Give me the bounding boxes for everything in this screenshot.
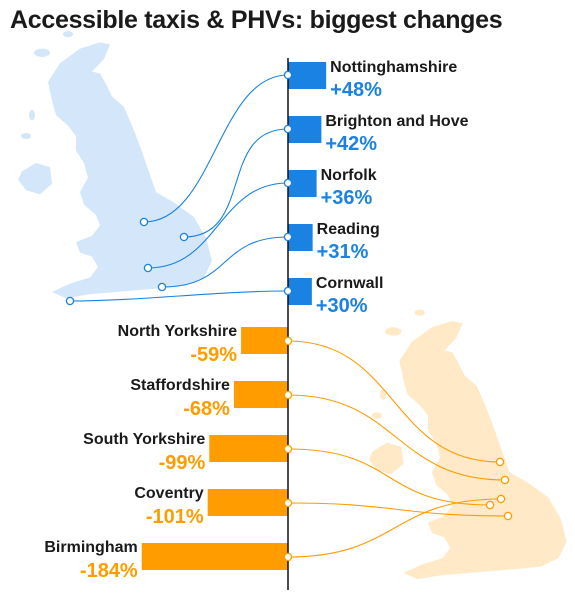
map-location-dot <box>495 457 505 467</box>
connector-dot <box>283 124 293 134</box>
chart-title: Accessible taxis & PHVs: biggest changes <box>10 6 503 34</box>
value-label: +31% <box>317 241 369 263</box>
bar-increase <box>288 278 312 305</box>
connector-dot <box>283 498 293 508</box>
bar-decrease <box>209 435 288 462</box>
connector-line <box>183 128 289 238</box>
category-label: Staffordshire <box>130 377 230 394</box>
island-shape <box>21 132 31 140</box>
map-location-dot <box>157 282 167 292</box>
map-location-dot <box>139 217 149 227</box>
connector-line <box>161 236 289 288</box>
map-location-dot <box>65 296 75 306</box>
connector-line <box>69 290 289 302</box>
great-britain-shape <box>48 42 212 299</box>
connector-line <box>147 182 289 269</box>
bar-decrease <box>233 381 288 408</box>
great-britain-shape <box>399 321 567 580</box>
connector-line <box>287 502 509 517</box>
category-label: South Yorkshire <box>83 431 205 448</box>
connector-line <box>287 394 506 481</box>
connector-dot <box>283 390 293 400</box>
category-label: Coventry <box>134 485 203 502</box>
maps-layer <box>18 30 567 580</box>
value-label: -101% <box>146 506 204 528</box>
northern-ireland-shape <box>18 163 52 195</box>
map-location-dot <box>179 232 189 242</box>
map-location-dot <box>503 511 513 521</box>
map-location-dot <box>496 494 506 504</box>
connector-dot <box>283 336 293 346</box>
connector-line <box>287 498 502 558</box>
connector-dots <box>65 70 513 562</box>
island-shape <box>34 48 50 57</box>
category-label: Birmingham <box>44 539 137 556</box>
value-label: +36% <box>321 187 373 209</box>
connector-lines <box>69 74 509 558</box>
category-label: Brighton and Hove <box>325 113 468 130</box>
island-shape <box>379 389 387 400</box>
category-label: Cornwall <box>316 275 384 292</box>
value-label: +48% <box>330 79 382 101</box>
labels-layer: Nottinghamshire +48% Brighton and Hove +42%… <box>44 59 468 582</box>
value-label: -68% <box>183 398 230 420</box>
value-label: -99% <box>159 452 206 474</box>
map-location-dot <box>500 475 510 485</box>
uk-map-blue <box>18 30 212 299</box>
value-label: -59% <box>190 344 237 366</box>
connector-dot <box>283 286 293 296</box>
connector-dot <box>283 70 293 80</box>
connector-dot <box>283 444 293 454</box>
map-location-dot <box>143 263 153 273</box>
connector-line <box>287 448 491 506</box>
connector-dot <box>283 232 293 242</box>
island-shape <box>29 109 35 121</box>
northern-ireland-shape <box>368 442 404 475</box>
island-shape <box>371 412 383 419</box>
island-shape <box>385 327 402 336</box>
category-label: Reading <box>317 221 380 238</box>
bar-decrease <box>207 489 288 516</box>
uk-map-orange <box>368 309 567 580</box>
bar-increase <box>288 170 317 197</box>
bar-decrease <box>241 327 288 354</box>
connector-line <box>287 340 501 463</box>
connector-dot <box>283 552 293 562</box>
bar-decrease <box>141 543 288 570</box>
value-label: -184% <box>80 560 138 582</box>
category-label: Nottinghamshire <box>330 59 457 76</box>
connector-line <box>143 74 289 223</box>
value-label: +30% <box>316 295 368 317</box>
connector-dot <box>283 178 293 188</box>
category-label: North Yorkshire <box>118 323 238 340</box>
bar-increase <box>288 62 327 89</box>
map-location-dot <box>485 500 495 510</box>
value-label: +42% <box>325 133 377 155</box>
category-label: Norfolk <box>321 167 377 184</box>
island-shape <box>63 30 73 38</box>
bars-layer <box>141 62 327 570</box>
bar-increase <box>288 116 322 143</box>
island-shape <box>414 309 425 316</box>
